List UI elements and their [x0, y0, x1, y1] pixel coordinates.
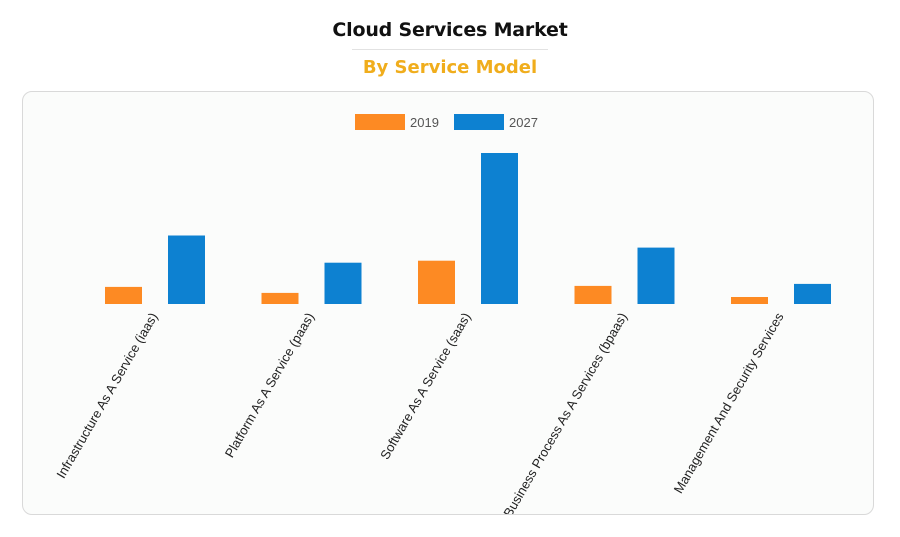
- x-tick-label-0: Infrastructure As A Service (iaas): [53, 310, 160, 481]
- bar-2027-4[interactable]: [794, 283, 831, 304]
- chart-title: Cloud Services Market: [332, 19, 568, 41]
- x-tick-label-1: Platform As A Service (paas): [222, 310, 317, 460]
- bar-2019-2[interactable]: [418, 260, 455, 304]
- bar-2027-0[interactable]: [168, 235, 205, 305]
- legend-swatch-2019[interactable]: [355, 114, 405, 130]
- x-tick-label-3: Business Process As A Services (bpaas): [500, 310, 630, 520]
- bar-2027-2[interactable]: [481, 153, 518, 304]
- bar-2027-1[interactable]: [324, 262, 362, 304]
- x-tick-label-4: Management And Security Services: [671, 310, 787, 496]
- bar-2019-4[interactable]: [731, 297, 768, 304]
- x-axis-ticks: Infrastructure As A Service (iaas) Platfo…: [53, 310, 787, 520]
- bars-group: [105, 153, 831, 304]
- x-tick-label-2: Software As A Service (saas): [377, 310, 473, 462]
- legend-label-2019[interactable]: 2019: [410, 115, 439, 130]
- title-divider: [352, 49, 548, 50]
- bar-2019-3[interactable]: [574, 285, 612, 304]
- chart-legend: 2019 2027: [355, 114, 538, 130]
- bar-2027-3[interactable]: [637, 247, 675, 304]
- chart-subtitle: By Service Model: [362, 57, 538, 78]
- legend-label-2027[interactable]: 2027: [509, 115, 538, 130]
- bar-2019-1[interactable]: [261, 292, 299, 304]
- bar-2019-0[interactable]: [105, 286, 142, 304]
- legend-swatch-2027[interactable]: [454, 114, 504, 130]
